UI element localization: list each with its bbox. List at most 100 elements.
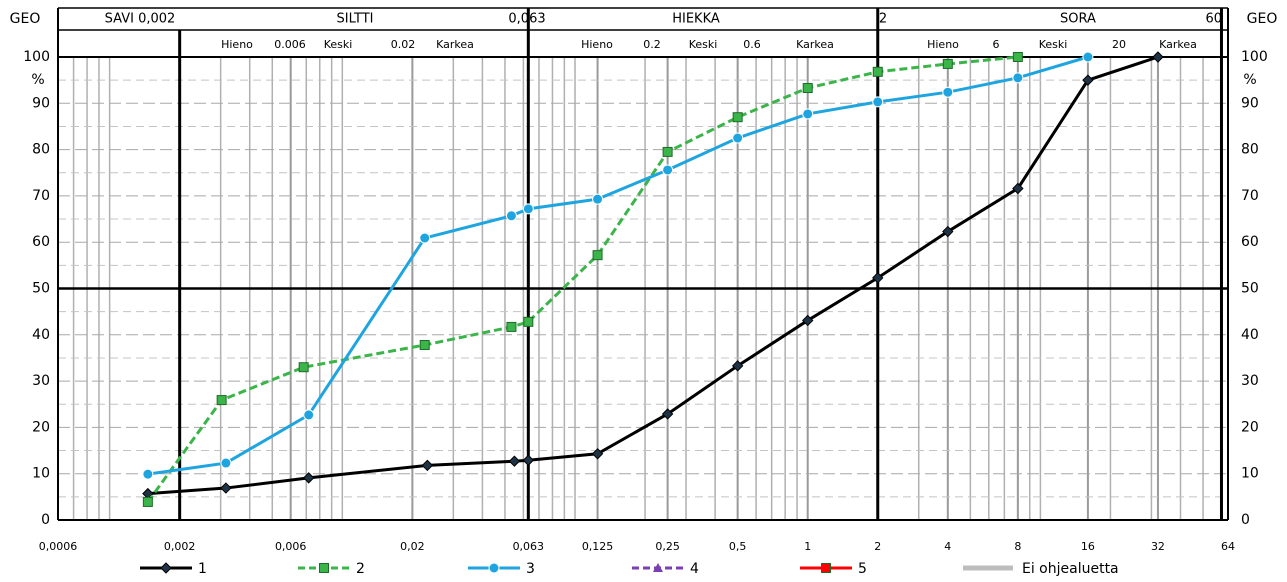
x-tick-label: 64 bbox=[1221, 540, 1235, 553]
diamond-marker bbox=[160, 562, 172, 574]
circle-marker bbox=[732, 132, 744, 144]
circle-marker bbox=[802, 108, 814, 120]
frame bbox=[57, 7, 1229, 521]
circle-marker bbox=[488, 562, 500, 574]
legend-label: 2 bbox=[356, 561, 365, 577]
square-marker bbox=[872, 66, 883, 77]
square-marker bbox=[142, 496, 153, 507]
header-subclass-label: 0.006 bbox=[274, 38, 306, 51]
y-tick-label-left: 70 bbox=[32, 188, 50, 204]
diamond-marker bbox=[522, 454, 535, 466]
header-subclass-label: 20 bbox=[1112, 38, 1126, 51]
y-tick-label-right: 0 bbox=[1241, 512, 1250, 528]
diamond-marker bbox=[942, 225, 954, 238]
y-tick-label-right: 10 bbox=[1241, 466, 1259, 482]
diamond-marker bbox=[1082, 74, 1094, 86]
x-tick-label: 0,125 bbox=[582, 540, 614, 553]
square-marker bbox=[732, 112, 743, 123]
circle-marker bbox=[220, 457, 232, 469]
square-marker bbox=[298, 362, 309, 373]
y-tick-label-right: 80 bbox=[1241, 142, 1259, 158]
header-subclass-label: Hieno bbox=[221, 38, 253, 51]
diamond-marker bbox=[802, 314, 814, 327]
square-marker bbox=[821, 563, 831, 573]
legend-label: 3 bbox=[526, 561, 535, 577]
square-marker bbox=[319, 563, 329, 573]
square-marker bbox=[662, 146, 673, 157]
legend-label: Ei ohjealuetta bbox=[1022, 561, 1119, 577]
y-tick-label-left: 10 bbox=[32, 466, 50, 482]
diamond-marker bbox=[220, 482, 232, 494]
x-tick-label: 16 bbox=[1081, 540, 1095, 553]
header-class-label: SILTTI bbox=[336, 12, 373, 27]
y-tick-label-right: 50 bbox=[1241, 281, 1259, 297]
y-tick-label-right: 100 bbox=[1241, 49, 1268, 65]
y-tick-label-right: 30 bbox=[1241, 373, 1259, 389]
legend-label: 4 bbox=[690, 561, 699, 577]
header-subclass-label: Keski bbox=[1039, 38, 1068, 51]
y-tick-label-left: 90 bbox=[32, 95, 50, 111]
circle-marker bbox=[592, 193, 604, 205]
y-tick-label-left: 0 bbox=[41, 512, 50, 528]
circle-marker bbox=[419, 232, 431, 244]
diamond-marker bbox=[731, 360, 744, 372]
y-tick-label-left: 60 bbox=[32, 234, 50, 250]
right-side-label: GEO bbox=[1247, 11, 1278, 27]
x-tick-label: 32 bbox=[1151, 540, 1165, 553]
square-marker bbox=[592, 250, 603, 261]
y-tick-label-right: 70 bbox=[1241, 188, 1259, 204]
circle-marker bbox=[142, 468, 154, 480]
header-class-label: 0,063 bbox=[508, 12, 545, 27]
header-subclass-label: 0.2 bbox=[643, 38, 661, 51]
y-tick-label-left: 30 bbox=[32, 373, 50, 389]
legend-label: 1 bbox=[198, 561, 207, 577]
diamond-marker bbox=[872, 272, 884, 284]
diamond-marker bbox=[1012, 182, 1024, 195]
y-tick-label-right: 20 bbox=[1241, 419, 1259, 435]
circle-marker bbox=[505, 210, 517, 222]
left-side-label: GEO bbox=[10, 11, 41, 27]
y-tick-label-left: 50 bbox=[32, 281, 50, 297]
x-tick-label: 1 bbox=[804, 540, 811, 553]
legend-label: 5 bbox=[858, 561, 867, 577]
square-marker bbox=[942, 58, 953, 69]
legend: 1 2 3 4 5 Ei ohjealuetta bbox=[140, 561, 1119, 577]
header-subclass-label: Keski bbox=[324, 38, 353, 51]
x-tick-label: 4 bbox=[944, 540, 951, 553]
header-subclass-label: Karkea bbox=[796, 38, 834, 51]
header-subclass-label: 6 bbox=[993, 38, 1000, 51]
header-subclass-label: Karkea bbox=[436, 38, 474, 51]
header-class-label: SAVI 0,002 bbox=[105, 12, 176, 27]
circle-marker bbox=[1012, 72, 1024, 84]
circle-marker bbox=[303, 409, 315, 421]
y-tick-label-right: 90 bbox=[1241, 95, 1259, 111]
left-unit: % bbox=[31, 72, 44, 88]
circle-marker bbox=[942, 86, 954, 98]
x-tick-label: 8 bbox=[1014, 540, 1021, 553]
circle-marker bbox=[1082, 51, 1094, 63]
header-class-label: SORA bbox=[1060, 12, 1096, 27]
header-subclass-label: 0.6 bbox=[743, 38, 761, 51]
diamond-marker bbox=[591, 448, 604, 460]
header-class-label: 60 bbox=[1205, 12, 1222, 27]
header-subclass-label: Keski bbox=[689, 38, 718, 51]
x-tick-label: 0,0006 bbox=[39, 540, 78, 553]
diamond-marker bbox=[661, 408, 674, 420]
x-tick-label: 0,063 bbox=[513, 540, 545, 553]
square-marker bbox=[802, 83, 813, 94]
series-line bbox=[147, 55, 1089, 476]
square-marker bbox=[506, 321, 517, 332]
labels: GEO GEO % % 0,0006 0,002 0,006 0,02 0,063 0,1… bbox=[10, 11, 1278, 553]
y-tick-label-right: 60 bbox=[1241, 234, 1259, 250]
circle-marker bbox=[872, 96, 884, 108]
header-class-label: HIEKKA bbox=[672, 12, 720, 27]
x-tick-label: 0,002 bbox=[164, 540, 196, 553]
y-tick-label-left: 40 bbox=[32, 327, 50, 343]
x-tick-label: 0,25 bbox=[655, 540, 680, 553]
circle-marker bbox=[662, 164, 674, 176]
y-tick-label-right: 40 bbox=[1241, 327, 1259, 343]
diamond-marker bbox=[421, 459, 434, 472]
circle-marker bbox=[522, 203, 534, 215]
header-subclass-label: Hieno bbox=[581, 38, 613, 51]
